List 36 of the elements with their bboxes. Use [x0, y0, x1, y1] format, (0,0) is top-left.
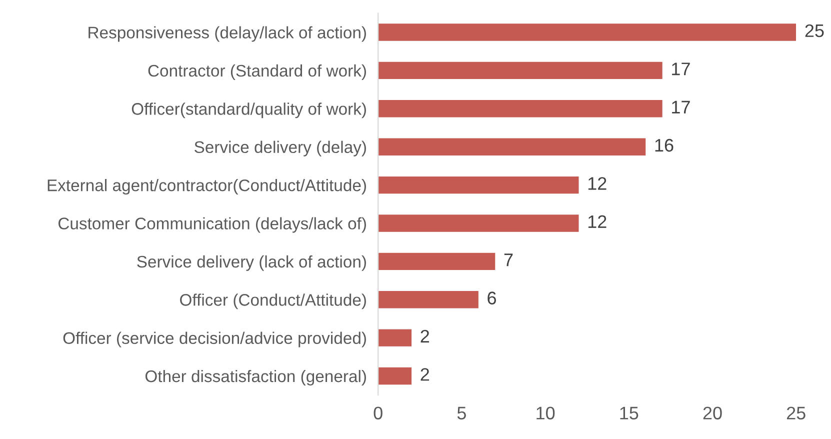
bar	[378, 24, 796, 41]
bar	[378, 100, 662, 118]
y-tick-label: Responsiveness (delay/lack of action)	[88, 26, 366, 42]
x-tick-label: 20	[703, 406, 722, 420]
y-tick-label: Officer (Conduct/Attitude)	[180, 294, 366, 310]
bar	[378, 329, 412, 346]
bar	[378, 138, 646, 156]
bar	[378, 252, 496, 270]
y-tick-label: External agent/contractor(Conduct/Attitude)	[48, 179, 366, 195]
x-tick-label: 10	[536, 406, 555, 420]
bar	[378, 291, 478, 308]
y-tick-label: Service delivery (lack of action)	[137, 255, 366, 271]
bar	[378, 214, 579, 232]
data-label: 17	[672, 62, 690, 76]
y-tick-label: Contractor (Standard of work)	[148, 64, 366, 80]
x-tick-label: 0	[374, 406, 382, 420]
x-tick-label: 15	[620, 406, 638, 420]
data-label: 17	[672, 100, 690, 114]
y-tick-label: Officer (service decision/advice provided)	[63, 332, 366, 348]
bar	[378, 176, 579, 194]
bar	[378, 62, 662, 80]
data-label: 7	[504, 254, 513, 266]
y-tick-label: Officer(standard/quality of work)	[132, 102, 366, 118]
y-tick-label: Customer Communication (delays/lack of)	[58, 217, 366, 233]
data-label: 6	[488, 292, 496, 304]
data-label: 2	[420, 368, 430, 381]
data-label: 12	[588, 177, 606, 190]
x-tick-label: 25	[786, 406, 806, 420]
y-tick-label: Other dissatisfaction (general)	[145, 370, 366, 386]
bar	[378, 367, 412, 385]
data-label: 12	[588, 215, 606, 228]
data-label: 25	[805, 24, 824, 38]
x-tick-label: 5	[457, 406, 466, 420]
data-label: 2	[420, 330, 430, 342]
data-label: 16	[655, 138, 674, 152]
y-tick-label: Service delivery (delay)	[194, 140, 366, 156]
